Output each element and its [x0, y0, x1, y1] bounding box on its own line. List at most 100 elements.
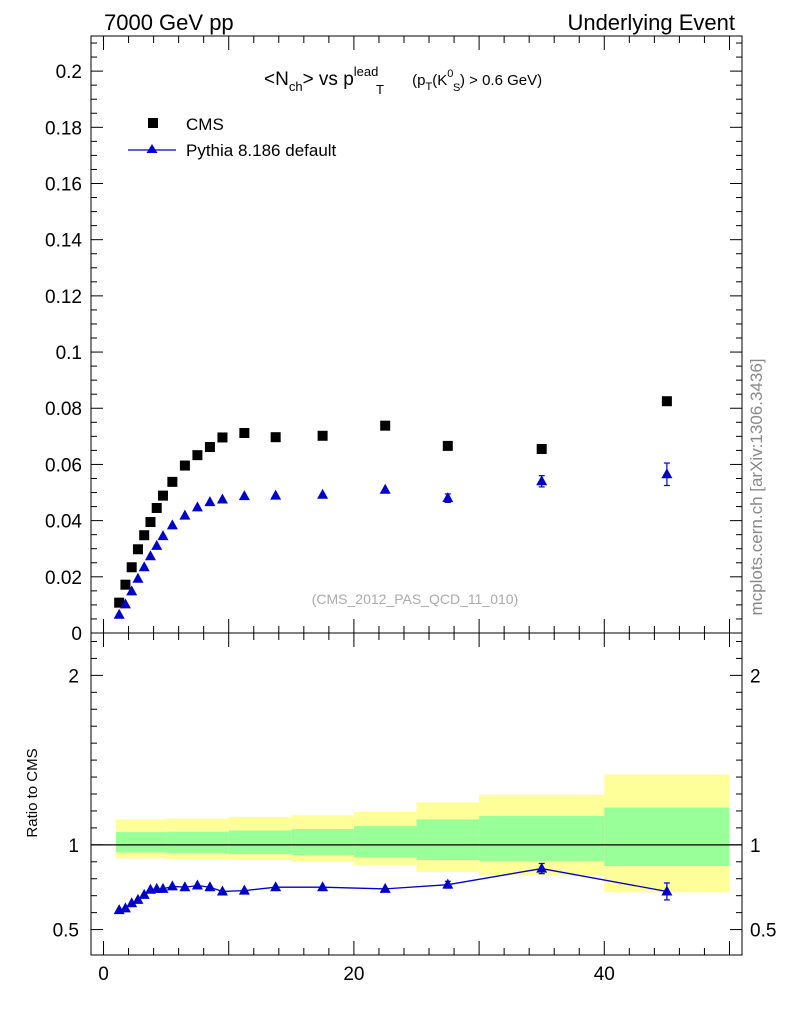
cms-point — [442, 440, 453, 451]
pythia-point — [442, 492, 454, 503]
pythia-point — [216, 493, 228, 504]
ratio-band-inner — [228, 830, 292, 855]
pythia-point — [151, 539, 163, 550]
ratio-pythia-point — [270, 881, 282, 892]
title-part-d: (K — [432, 72, 447, 89]
ratio-pythia-point — [379, 882, 391, 893]
cms-point — [270, 432, 281, 443]
pythia-point — [138, 561, 150, 572]
ratio-ytick-label-right: 0.5 — [750, 921, 776, 942]
ratio-pythia-point — [204, 881, 216, 892]
cms-point — [179, 460, 190, 471]
ratio-axis-ticks: 0.5 0.51 12 20 20 40 — [53, 633, 776, 985]
ratio-pythia-point — [317, 881, 329, 892]
cms-point — [151, 502, 162, 513]
main-ytick-label: 0.02 — [45, 568, 82, 589]
pythia-point — [661, 468, 673, 479]
title-sup-0: 0 — [447, 68, 453, 80]
title-part-b: > vs p — [303, 69, 354, 90]
ratio-band-inner — [604, 807, 730, 867]
ratio-pythia-point — [119, 902, 131, 913]
ratio-band-inner — [353, 826, 417, 858]
pythia-point — [317, 488, 329, 499]
cms-point — [114, 597, 125, 608]
ratio-ytick-label-left: 2 — [68, 666, 79, 687]
header-left: 7000 GeV pp — [104, 10, 234, 35]
cms-point — [239, 427, 250, 438]
analysis-watermark: (CMS_2012_PAS_QCD_11_010) — [312, 591, 519, 607]
ratio-marks — [113, 862, 673, 915]
pythia-point — [238, 490, 250, 501]
main-ytick-zero-label: 0 — [71, 624, 82, 645]
ratio-band-inner — [116, 832, 167, 853]
cms-point — [126, 562, 137, 573]
ratio-band-inner — [291, 829, 354, 856]
pythia-point — [379, 483, 391, 494]
ratio-pythia-point — [536, 862, 548, 873]
main-ytick-label: 0.2 — [56, 62, 82, 83]
ratio-xtick-label: 40 — [594, 964, 615, 985]
pythia-point — [536, 475, 548, 486]
cms-point — [145, 517, 156, 528]
main-ytick-label: 0.16 — [45, 174, 82, 195]
ratio-pythia-point — [157, 882, 169, 893]
ratio-pythia-point — [179, 881, 191, 892]
main-ytick-label: 0.08 — [45, 399, 82, 420]
cms-point — [380, 420, 391, 431]
pythia-point — [113, 608, 125, 619]
pythia-point — [204, 496, 216, 507]
pythia-point — [119, 598, 131, 609]
ratio-ylabel: Ratio to CMS — [24, 748, 41, 837]
ratio-pythia-point — [138, 888, 150, 899]
legend-marker-pythia — [146, 144, 158, 153]
ratio-band-inner — [416, 819, 480, 861]
pythia-point — [270, 489, 282, 500]
pythia-point — [132, 572, 144, 583]
ratio-pythia-point — [191, 879, 203, 890]
ratio-ytick-label-right: 1 — [750, 836, 761, 857]
main-title: <Nch> vs plead T (pT(K0S) > 0.6 GeV) — [264, 64, 542, 97]
main-axis-ticks: 0.02 0.04 0.06 0.08 0.1 0.12 0.14 0.16 0.18 0.2 0 — [45, 36, 742, 645]
legend-label-pythia: Pythia 8.186 default — [186, 141, 337, 160]
ratio-ytick-label-right: 2 — [750, 666, 761, 687]
title-part-c: (p — [408, 72, 426, 89]
ratio-pythia-point — [442, 878, 454, 889]
legend: CMS Pythia 8.186 default — [128, 115, 337, 160]
header-right: Underlying Event — [567, 10, 735, 35]
cms-point — [317, 430, 328, 441]
ratio-pythia-point — [661, 885, 673, 896]
cms-point — [536, 443, 547, 454]
main-ytick-label: 0.18 — [45, 118, 82, 139]
ratio-plot-area — [91, 774, 742, 893]
ratio-ytick-label-left: 0.5 — [53, 921, 79, 942]
cms-point — [204, 442, 215, 453]
main-marks — [113, 396, 673, 619]
pythia-point — [191, 501, 203, 512]
cms-point — [120, 579, 131, 590]
title-sup-lead: lead — [354, 64, 379, 79]
main-ytick-label: 0.1 — [56, 343, 82, 364]
ratio-xtick-label: 20 — [343, 964, 364, 985]
cms-point — [157, 490, 168, 501]
ratio-band-inner — [166, 831, 229, 853]
ratio-pythia-point — [132, 893, 144, 904]
cms-point — [217, 432, 228, 443]
main-ytick-label: 0.06 — [45, 455, 82, 476]
side-label: mcplots.cern.ch [arXiv:1306.3436] — [747, 358, 766, 615]
ratio-xtick-label: 0 — [98, 964, 109, 985]
legend-label-cms: CMS — [186, 115, 224, 134]
main-ytick-label: 0.12 — [45, 287, 82, 308]
cms-point — [661, 396, 672, 407]
pythia-point — [179, 509, 191, 520]
pythia-point — [166, 519, 178, 530]
title-sub-s: S — [453, 82, 460, 94]
title-sub-t2: T — [426, 81, 433, 93]
title-sub-ch: ch — [289, 79, 303, 94]
title-part-a: <N — [264, 69, 289, 90]
title-part-e: ) > 0.6 GeV) — [460, 72, 542, 89]
cms-point — [132, 544, 143, 555]
cms-point — [139, 530, 150, 541]
legend-marker-cms — [148, 118, 158, 128]
title-sub-t: T — [376, 82, 384, 97]
